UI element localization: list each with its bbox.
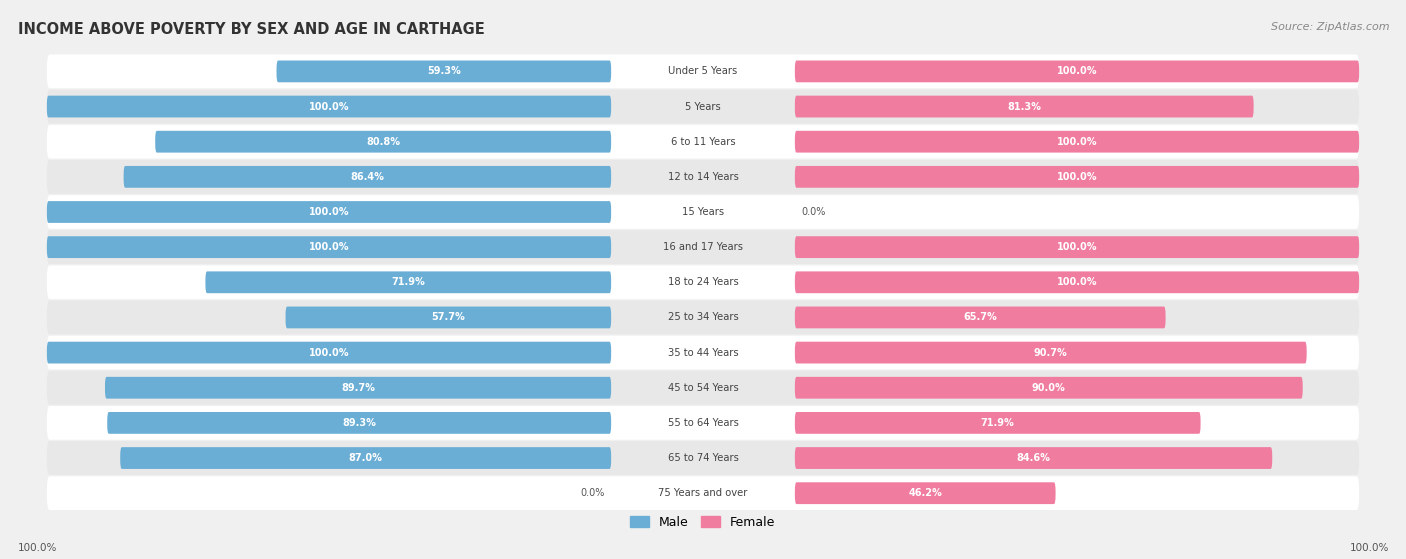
Text: 100.0%: 100.0% <box>309 102 349 112</box>
Text: 0.0%: 0.0% <box>581 488 605 498</box>
FancyBboxPatch shape <box>794 236 1360 258</box>
FancyBboxPatch shape <box>46 236 612 258</box>
FancyBboxPatch shape <box>794 306 1166 328</box>
Text: 100.0%: 100.0% <box>309 348 349 358</box>
FancyBboxPatch shape <box>46 125 1360 159</box>
FancyBboxPatch shape <box>124 166 612 188</box>
FancyBboxPatch shape <box>794 96 1254 117</box>
FancyBboxPatch shape <box>46 195 1360 229</box>
Text: 55 to 64 Years: 55 to 64 Years <box>668 418 738 428</box>
Text: 12 to 14 Years: 12 to 14 Years <box>668 172 738 182</box>
FancyBboxPatch shape <box>105 377 612 399</box>
Text: Source: ZipAtlas.com: Source: ZipAtlas.com <box>1271 22 1389 32</box>
FancyBboxPatch shape <box>794 377 1303 399</box>
Text: 100.0%: 100.0% <box>309 207 349 217</box>
FancyBboxPatch shape <box>46 342 612 363</box>
Text: 18 to 24 Years: 18 to 24 Years <box>668 277 738 287</box>
FancyBboxPatch shape <box>46 201 612 223</box>
FancyBboxPatch shape <box>46 55 1360 88</box>
FancyBboxPatch shape <box>46 266 1360 299</box>
FancyBboxPatch shape <box>46 301 1360 334</box>
FancyBboxPatch shape <box>107 412 612 434</box>
FancyBboxPatch shape <box>794 412 1201 434</box>
Text: 5 Years: 5 Years <box>685 102 721 112</box>
FancyBboxPatch shape <box>205 272 612 293</box>
FancyBboxPatch shape <box>46 160 1360 194</box>
FancyBboxPatch shape <box>155 131 612 153</box>
FancyBboxPatch shape <box>46 371 1360 405</box>
Text: 65.7%: 65.7% <box>963 312 997 323</box>
Text: 90.0%: 90.0% <box>1032 383 1066 393</box>
Text: 100.0%: 100.0% <box>1057 242 1097 252</box>
Text: 100.0%: 100.0% <box>1057 277 1097 287</box>
Text: Under 5 Years: Under 5 Years <box>668 67 738 77</box>
Text: 100.0%: 100.0% <box>1350 543 1389 553</box>
Text: 100.0%: 100.0% <box>1057 137 1097 146</box>
FancyBboxPatch shape <box>285 306 612 328</box>
Text: 90.7%: 90.7% <box>1033 348 1067 358</box>
Text: 89.3%: 89.3% <box>342 418 377 428</box>
Text: 100.0%: 100.0% <box>309 242 349 252</box>
FancyBboxPatch shape <box>46 336 1360 369</box>
FancyBboxPatch shape <box>46 476 1360 510</box>
Text: 15 Years: 15 Years <box>682 207 724 217</box>
Text: 89.7%: 89.7% <box>342 383 375 393</box>
FancyBboxPatch shape <box>46 441 1360 475</box>
Text: 35 to 44 Years: 35 to 44 Years <box>668 348 738 358</box>
FancyBboxPatch shape <box>794 342 1306 363</box>
FancyBboxPatch shape <box>794 447 1272 469</box>
Text: 100.0%: 100.0% <box>1057 172 1097 182</box>
FancyBboxPatch shape <box>794 60 1360 82</box>
Text: 25 to 34 Years: 25 to 34 Years <box>668 312 738 323</box>
Text: 59.3%: 59.3% <box>427 67 461 77</box>
Text: 80.8%: 80.8% <box>366 137 401 146</box>
FancyBboxPatch shape <box>46 89 1360 124</box>
Text: 71.9%: 71.9% <box>981 418 1015 428</box>
Text: 57.7%: 57.7% <box>432 312 465 323</box>
Text: 46.2%: 46.2% <box>908 488 942 498</box>
FancyBboxPatch shape <box>794 131 1360 153</box>
FancyBboxPatch shape <box>794 482 1056 504</box>
Text: 81.3%: 81.3% <box>1007 102 1042 112</box>
Text: 86.4%: 86.4% <box>350 172 384 182</box>
FancyBboxPatch shape <box>794 166 1360 188</box>
Text: 65 to 74 Years: 65 to 74 Years <box>668 453 738 463</box>
Text: INCOME ABOVE POVERTY BY SEX AND AGE IN CARTHAGE: INCOME ABOVE POVERTY BY SEX AND AGE IN C… <box>18 22 485 37</box>
Text: 71.9%: 71.9% <box>391 277 425 287</box>
FancyBboxPatch shape <box>277 60 612 82</box>
FancyBboxPatch shape <box>46 230 1360 264</box>
FancyBboxPatch shape <box>121 447 612 469</box>
Text: 75 Years and over: 75 Years and over <box>658 488 748 498</box>
FancyBboxPatch shape <box>794 272 1360 293</box>
FancyBboxPatch shape <box>46 406 1360 440</box>
Text: 16 and 17 Years: 16 and 17 Years <box>664 242 742 252</box>
Text: 6 to 11 Years: 6 to 11 Years <box>671 137 735 146</box>
Legend: Male, Female: Male, Female <box>626 510 780 533</box>
Text: 87.0%: 87.0% <box>349 453 382 463</box>
Text: 84.6%: 84.6% <box>1017 453 1050 463</box>
Text: 100.0%: 100.0% <box>1057 67 1097 77</box>
Text: 100.0%: 100.0% <box>18 543 58 553</box>
Text: 45 to 54 Years: 45 to 54 Years <box>668 383 738 393</box>
Text: 0.0%: 0.0% <box>801 207 825 217</box>
FancyBboxPatch shape <box>46 96 612 117</box>
